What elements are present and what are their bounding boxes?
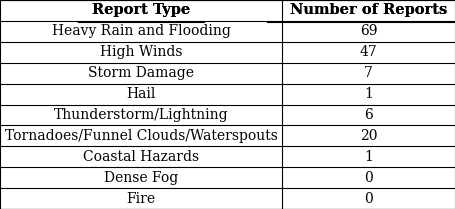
Text: Fire: Fire bbox=[126, 192, 156, 205]
Text: 6: 6 bbox=[364, 108, 373, 122]
Text: 47: 47 bbox=[359, 45, 378, 59]
Text: Report Type: Report Type bbox=[92, 4, 190, 17]
Text: High Winds: High Winds bbox=[100, 45, 182, 59]
Text: 69: 69 bbox=[360, 24, 377, 38]
Text: 7: 7 bbox=[364, 66, 373, 80]
Text: Coastal Hazards: Coastal Hazards bbox=[83, 150, 199, 164]
Text: Dense Fog: Dense Fog bbox=[104, 171, 178, 185]
Text: Storm Damage: Storm Damage bbox=[88, 66, 194, 80]
Text: Thunderstorm/Lightning: Thunderstorm/Lightning bbox=[54, 108, 228, 122]
Text: Tornadoes/Funnel Clouds/Waterspouts: Tornadoes/Funnel Clouds/Waterspouts bbox=[5, 129, 278, 143]
Text: 0: 0 bbox=[364, 171, 373, 185]
Text: Heavy Rain and Flooding: Heavy Rain and Flooding bbox=[51, 24, 231, 38]
Text: 0: 0 bbox=[364, 192, 373, 205]
Text: Number of Reports: Number of Reports bbox=[290, 4, 447, 17]
Text: Hail: Hail bbox=[126, 87, 156, 101]
Text: 1: 1 bbox=[364, 87, 373, 101]
Text: Number of Reports: Number of Reports bbox=[290, 4, 447, 17]
Text: 20: 20 bbox=[360, 129, 377, 143]
Text: 1: 1 bbox=[364, 150, 373, 164]
Text: Report Type: Report Type bbox=[92, 4, 190, 17]
